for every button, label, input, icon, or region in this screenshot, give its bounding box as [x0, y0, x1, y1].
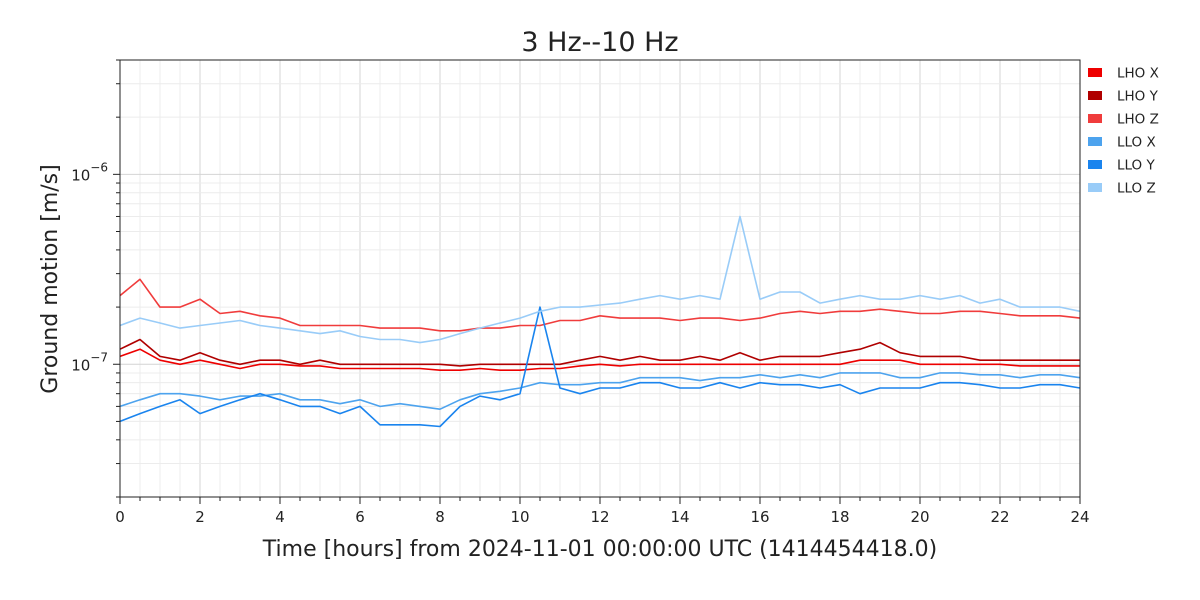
y-tick-label: 10−7	[71, 350, 108, 374]
legend-label: LLO Y	[1117, 158, 1155, 174]
legend-swatch	[1088, 160, 1102, 169]
series-line-llo-y	[119, 306, 1081, 428]
chart-title: 3 Hz--10 Hz	[521, 27, 678, 58]
y-tick-label: 10−6	[71, 160, 108, 184]
x-tick-label: 12	[590, 508, 609, 526]
legend-swatch	[1088, 91, 1102, 100]
x-tick-label: 0	[115, 508, 125, 526]
x-tick-label: 16	[750, 508, 769, 526]
legend-label: LLO Z	[1117, 181, 1156, 197]
x-tick-label: 2	[195, 508, 205, 526]
series-line-llo-x	[119, 372, 1081, 411]
legend-swatch	[1088, 68, 1102, 77]
x-tick-label: 10	[510, 508, 529, 526]
x-tick-label: 22	[990, 508, 1009, 526]
legend-swatch	[1088, 137, 1102, 146]
y-axis-label: Ground motion [m/s]	[38, 164, 63, 393]
legend-swatch	[1088, 114, 1102, 123]
x-tick-label: 24	[1070, 508, 1089, 526]
x-tick-label: 8	[435, 508, 445, 526]
series-line-llo-z	[119, 215, 1081, 344]
x-tick-label: 18	[830, 508, 849, 526]
series-lines	[119, 215, 1081, 428]
legend-label: LHO X	[1117, 66, 1159, 82]
series-line-lho-z	[119, 278, 1081, 332]
x-tick-label: 6	[355, 508, 365, 526]
x-tick-label: 20	[910, 508, 929, 526]
legend-label: LHO Y	[1117, 89, 1159, 105]
x-axis-label: Time [hours] from 2024-11-01 00:00:00 UT…	[262, 537, 937, 562]
legend-swatch	[1088, 183, 1102, 192]
x-tick-label: 4	[275, 508, 285, 526]
series-line-lho-y	[119, 338, 1080, 367]
legend: LHO X LHO Y LHO Z LLO X LLO Y LLO Z	[1088, 66, 1159, 197]
legend-label: LHO Z	[1117, 112, 1159, 128]
legend-label: LLO X	[1117, 135, 1156, 151]
series-line-lho-x	[119, 348, 1080, 372]
x-tick-label: 14	[670, 508, 689, 526]
